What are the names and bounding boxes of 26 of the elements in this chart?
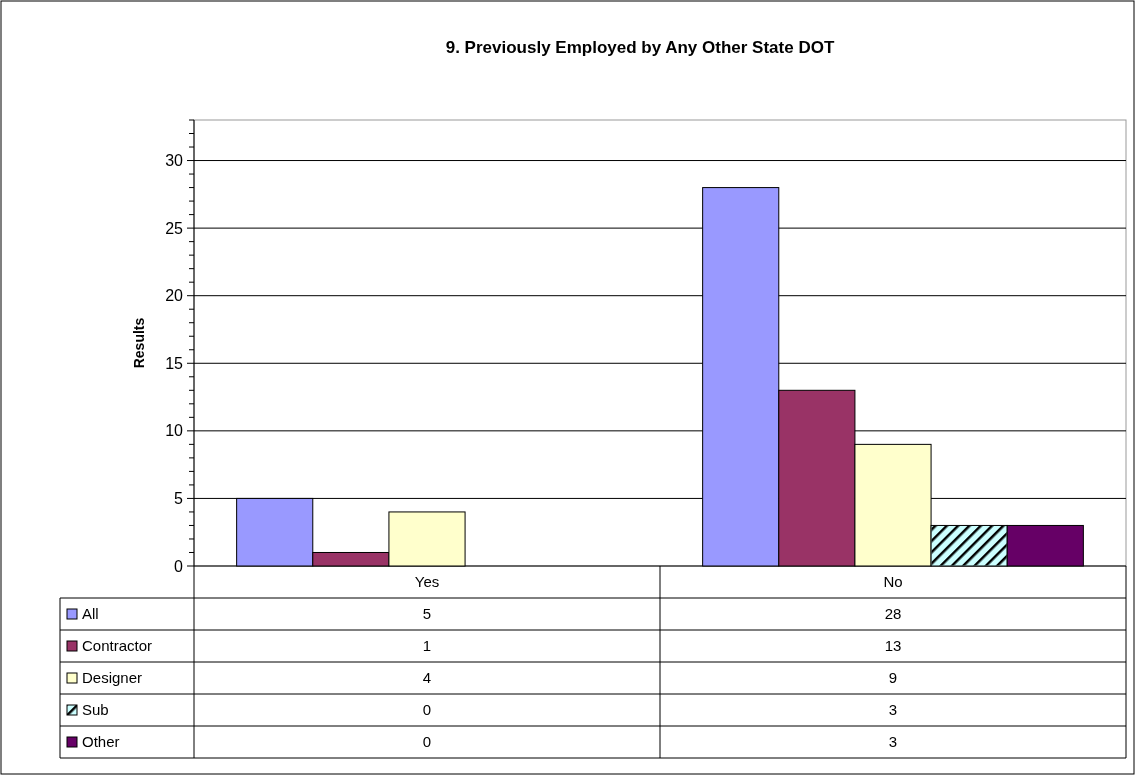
legend-label: Sub [82,701,109,719]
data-label: 0 [422,701,432,719]
x-tick-label: Yes [414,573,440,591]
y-tick-label: 0 [174,557,184,575]
data-label: 0 [422,733,432,751]
y-tick-label: 25 [165,219,184,237]
data-label: 9 [888,669,898,687]
legend-label: Contractor [82,637,153,655]
x-tick-label: No [883,573,903,591]
y-tick-label: 5 [174,490,184,508]
data-label: 28 [884,605,902,623]
data-label: 3 [888,733,898,751]
y-tick-label: 20 [165,287,184,305]
data-label: 13 [884,637,902,655]
y-tick-label: 10 [165,422,184,440]
chart-title: 9. Previously Employed by Any Other State DOT [445,38,835,57]
legend-label: Designer [82,669,143,687]
legend-label: Other [82,733,120,751]
y-tick-label: 15 [165,354,184,372]
y-axis-title: Results [131,317,147,369]
data-label: 5 [422,605,432,623]
y-tick-label: 30 [165,152,184,170]
legend-label: All [82,605,99,623]
data-label: 3 [888,701,898,719]
data-label: 4 [422,669,432,687]
data-label: 1 [422,637,432,655]
